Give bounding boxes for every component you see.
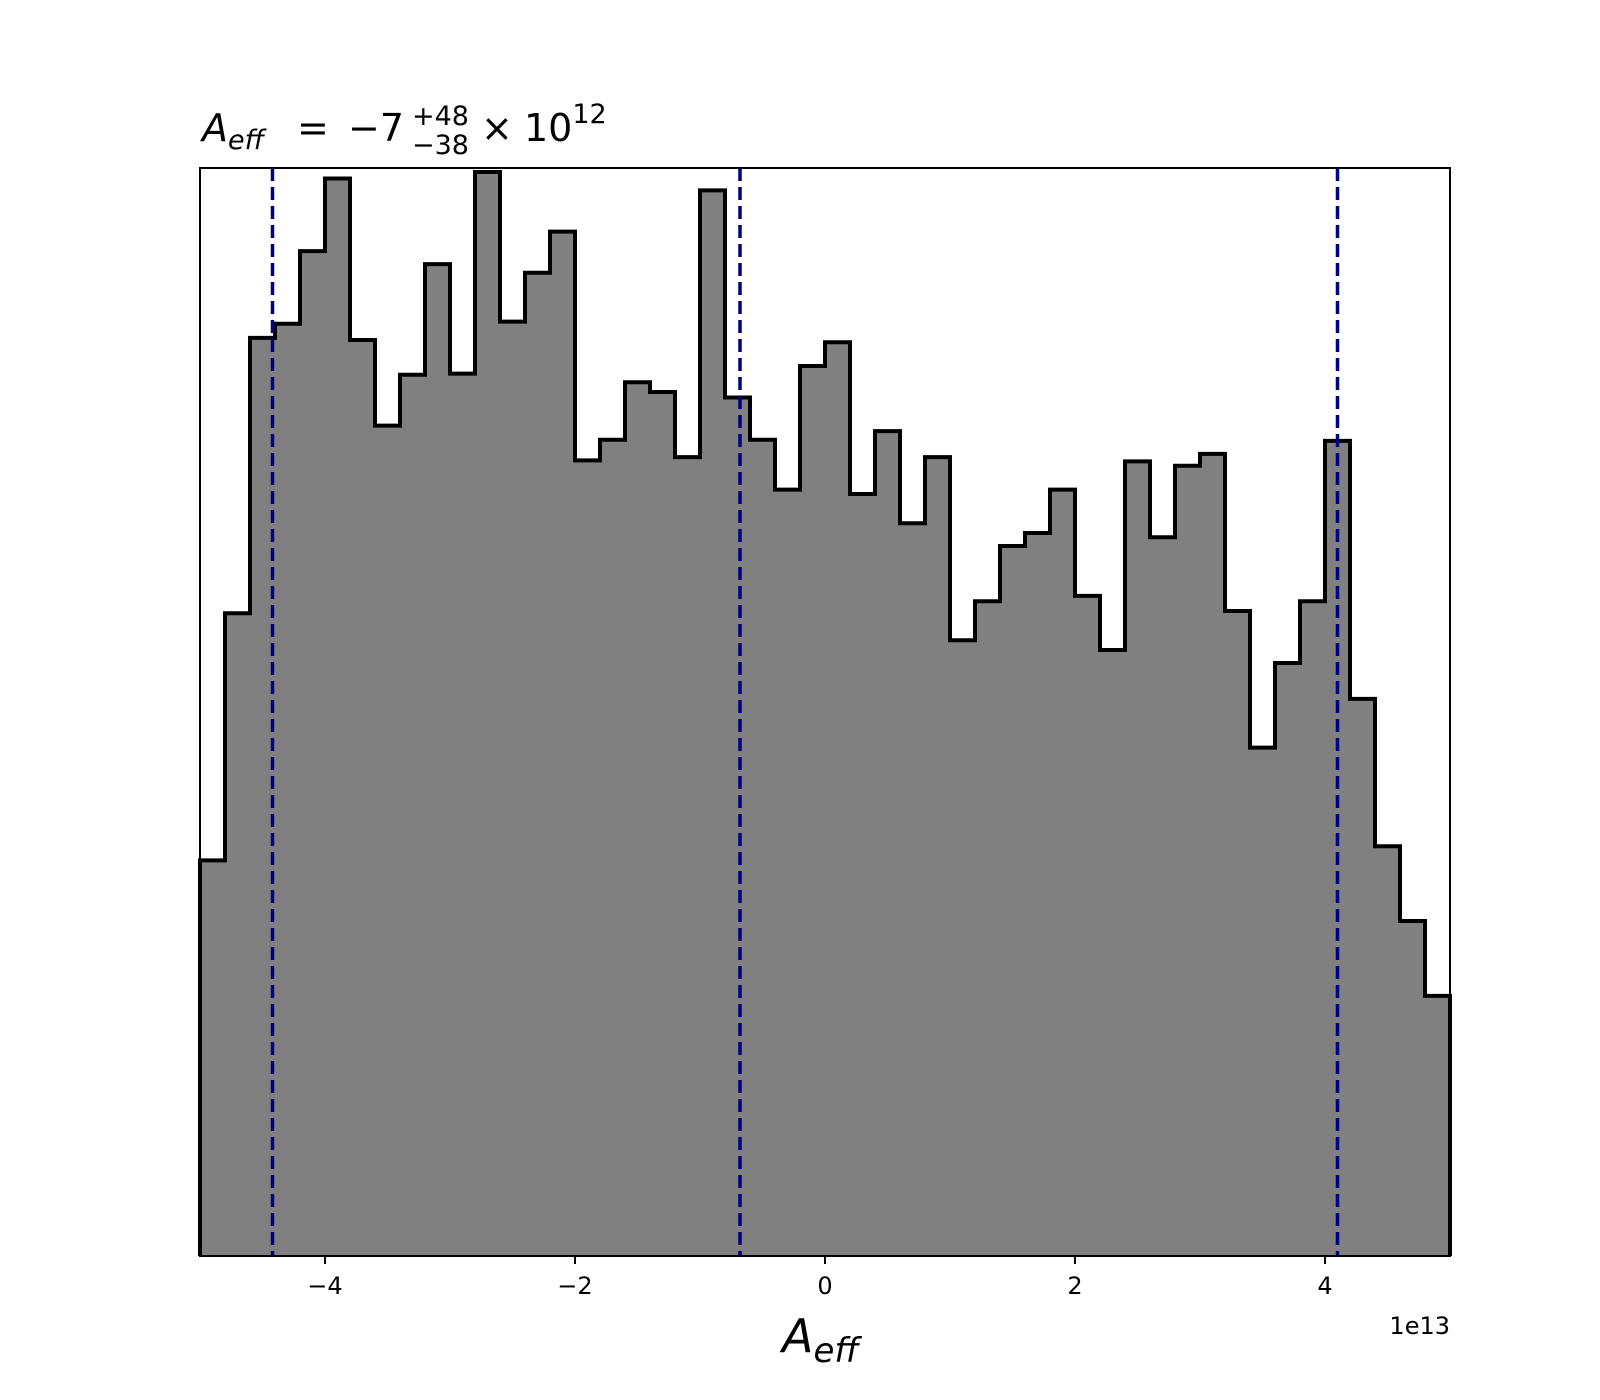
x-tick-label: −4	[307, 1272, 342, 1300]
histogram-bar	[825, 342, 851, 1256]
histogram-bar	[850, 493, 876, 1256]
x-axis-label: Aeff	[779, 1309, 862, 1371]
histogram-bar	[1200, 453, 1226, 1257]
histogram-step-layer	[198, 170, 1452, 1256]
title-equals: =	[297, 106, 329, 150]
histogram-bar	[725, 397, 751, 1257]
title-plus-error: +48	[412, 101, 469, 132]
title-subscript: eff	[228, 125, 267, 156]
x-ticks-layer: −4 −2 0 2 4	[307, 1256, 1333, 1300]
histogram-bar	[750, 439, 776, 1256]
histogram-bar	[875, 431, 901, 1257]
histogram-bar	[1125, 461, 1151, 1256]
histogram-bar	[1425, 995, 1451, 1256]
histogram-bar	[675, 457, 701, 1257]
histogram-bar	[775, 489, 801, 1256]
x-tick-label: 0	[817, 1272, 832, 1300]
histogram-bar	[1150, 537, 1176, 1256]
histogram-bar	[1000, 545, 1026, 1256]
x-axis-label-subscript: eff	[813, 1331, 862, 1371]
histogram-bar	[400, 374, 426, 1257]
histogram-bar	[1025, 532, 1051, 1256]
histogram-bar	[375, 425, 401, 1256]
x-tick-label: 2	[1067, 1272, 1082, 1300]
histogram-bar	[550, 231, 576, 1256]
histogram-bar	[300, 251, 326, 1256]
histogram-fill-layer	[200, 172, 1451, 1257]
histogram-bar	[900, 523, 926, 1256]
histogram-bar	[700, 190, 726, 1257]
histogram-bar	[450, 373, 476, 1256]
histogram-bar	[975, 601, 1001, 1256]
quantile-lines-layer	[270, 168, 1340, 1256]
histogram-bar	[325, 178, 351, 1256]
histogram-bar	[1100, 650, 1126, 1256]
histogram-bar	[475, 172, 501, 1256]
title-minus-error: −38	[412, 130, 469, 161]
histogram-bar	[1075, 595, 1101, 1256]
histogram-bar	[1400, 921, 1426, 1256]
histogram-bar	[1050, 489, 1076, 1256]
histogram-bar	[625, 382, 651, 1256]
histogram-bar	[925, 457, 951, 1257]
histogram-bar	[1175, 465, 1201, 1256]
histogram-bar	[200, 860, 226, 1256]
histogram-bar	[1275, 663, 1301, 1256]
histogram-bar	[950, 640, 976, 1256]
x-tick-label: 4	[1317, 1272, 1332, 1300]
histogram-bar	[225, 613, 251, 1256]
histogram-step-outline	[198, 170, 1452, 1256]
histogram-bar	[1225, 611, 1251, 1256]
histogram-bar	[1375, 846, 1401, 1256]
title-base: 10	[524, 106, 572, 150]
histogram-bar	[500, 321, 526, 1257]
histogram-bar	[575, 460, 601, 1257]
histogram-bar	[425, 264, 451, 1256]
chart-title: Aeff = −7 +48 −38 × 1012	[199, 99, 607, 161]
x-tick-label: −2	[557, 1272, 592, 1300]
histogram-bar	[800, 366, 826, 1256]
histogram-bar	[525, 272, 551, 1256]
histogram-bar	[1350, 698, 1376, 1256]
histogram-bar	[275, 323, 301, 1256]
x-axis-label-symbol: A	[779, 1309, 813, 1363]
x-axis-offset-label: 1e13	[1389, 1312, 1450, 1340]
histogram-bar	[1300, 601, 1326, 1256]
histogram-bar	[350, 340, 376, 1256]
histogram-bar	[600, 439, 626, 1256]
histogram-bar	[1250, 747, 1276, 1256]
histogram-bar	[1325, 440, 1351, 1257]
title-value: −7	[348, 106, 404, 150]
title-times: ×	[481, 106, 513, 150]
title-symbol: A	[199, 106, 228, 150]
title-exponent: 12	[572, 99, 606, 130]
histogram-bar	[650, 392, 676, 1256]
